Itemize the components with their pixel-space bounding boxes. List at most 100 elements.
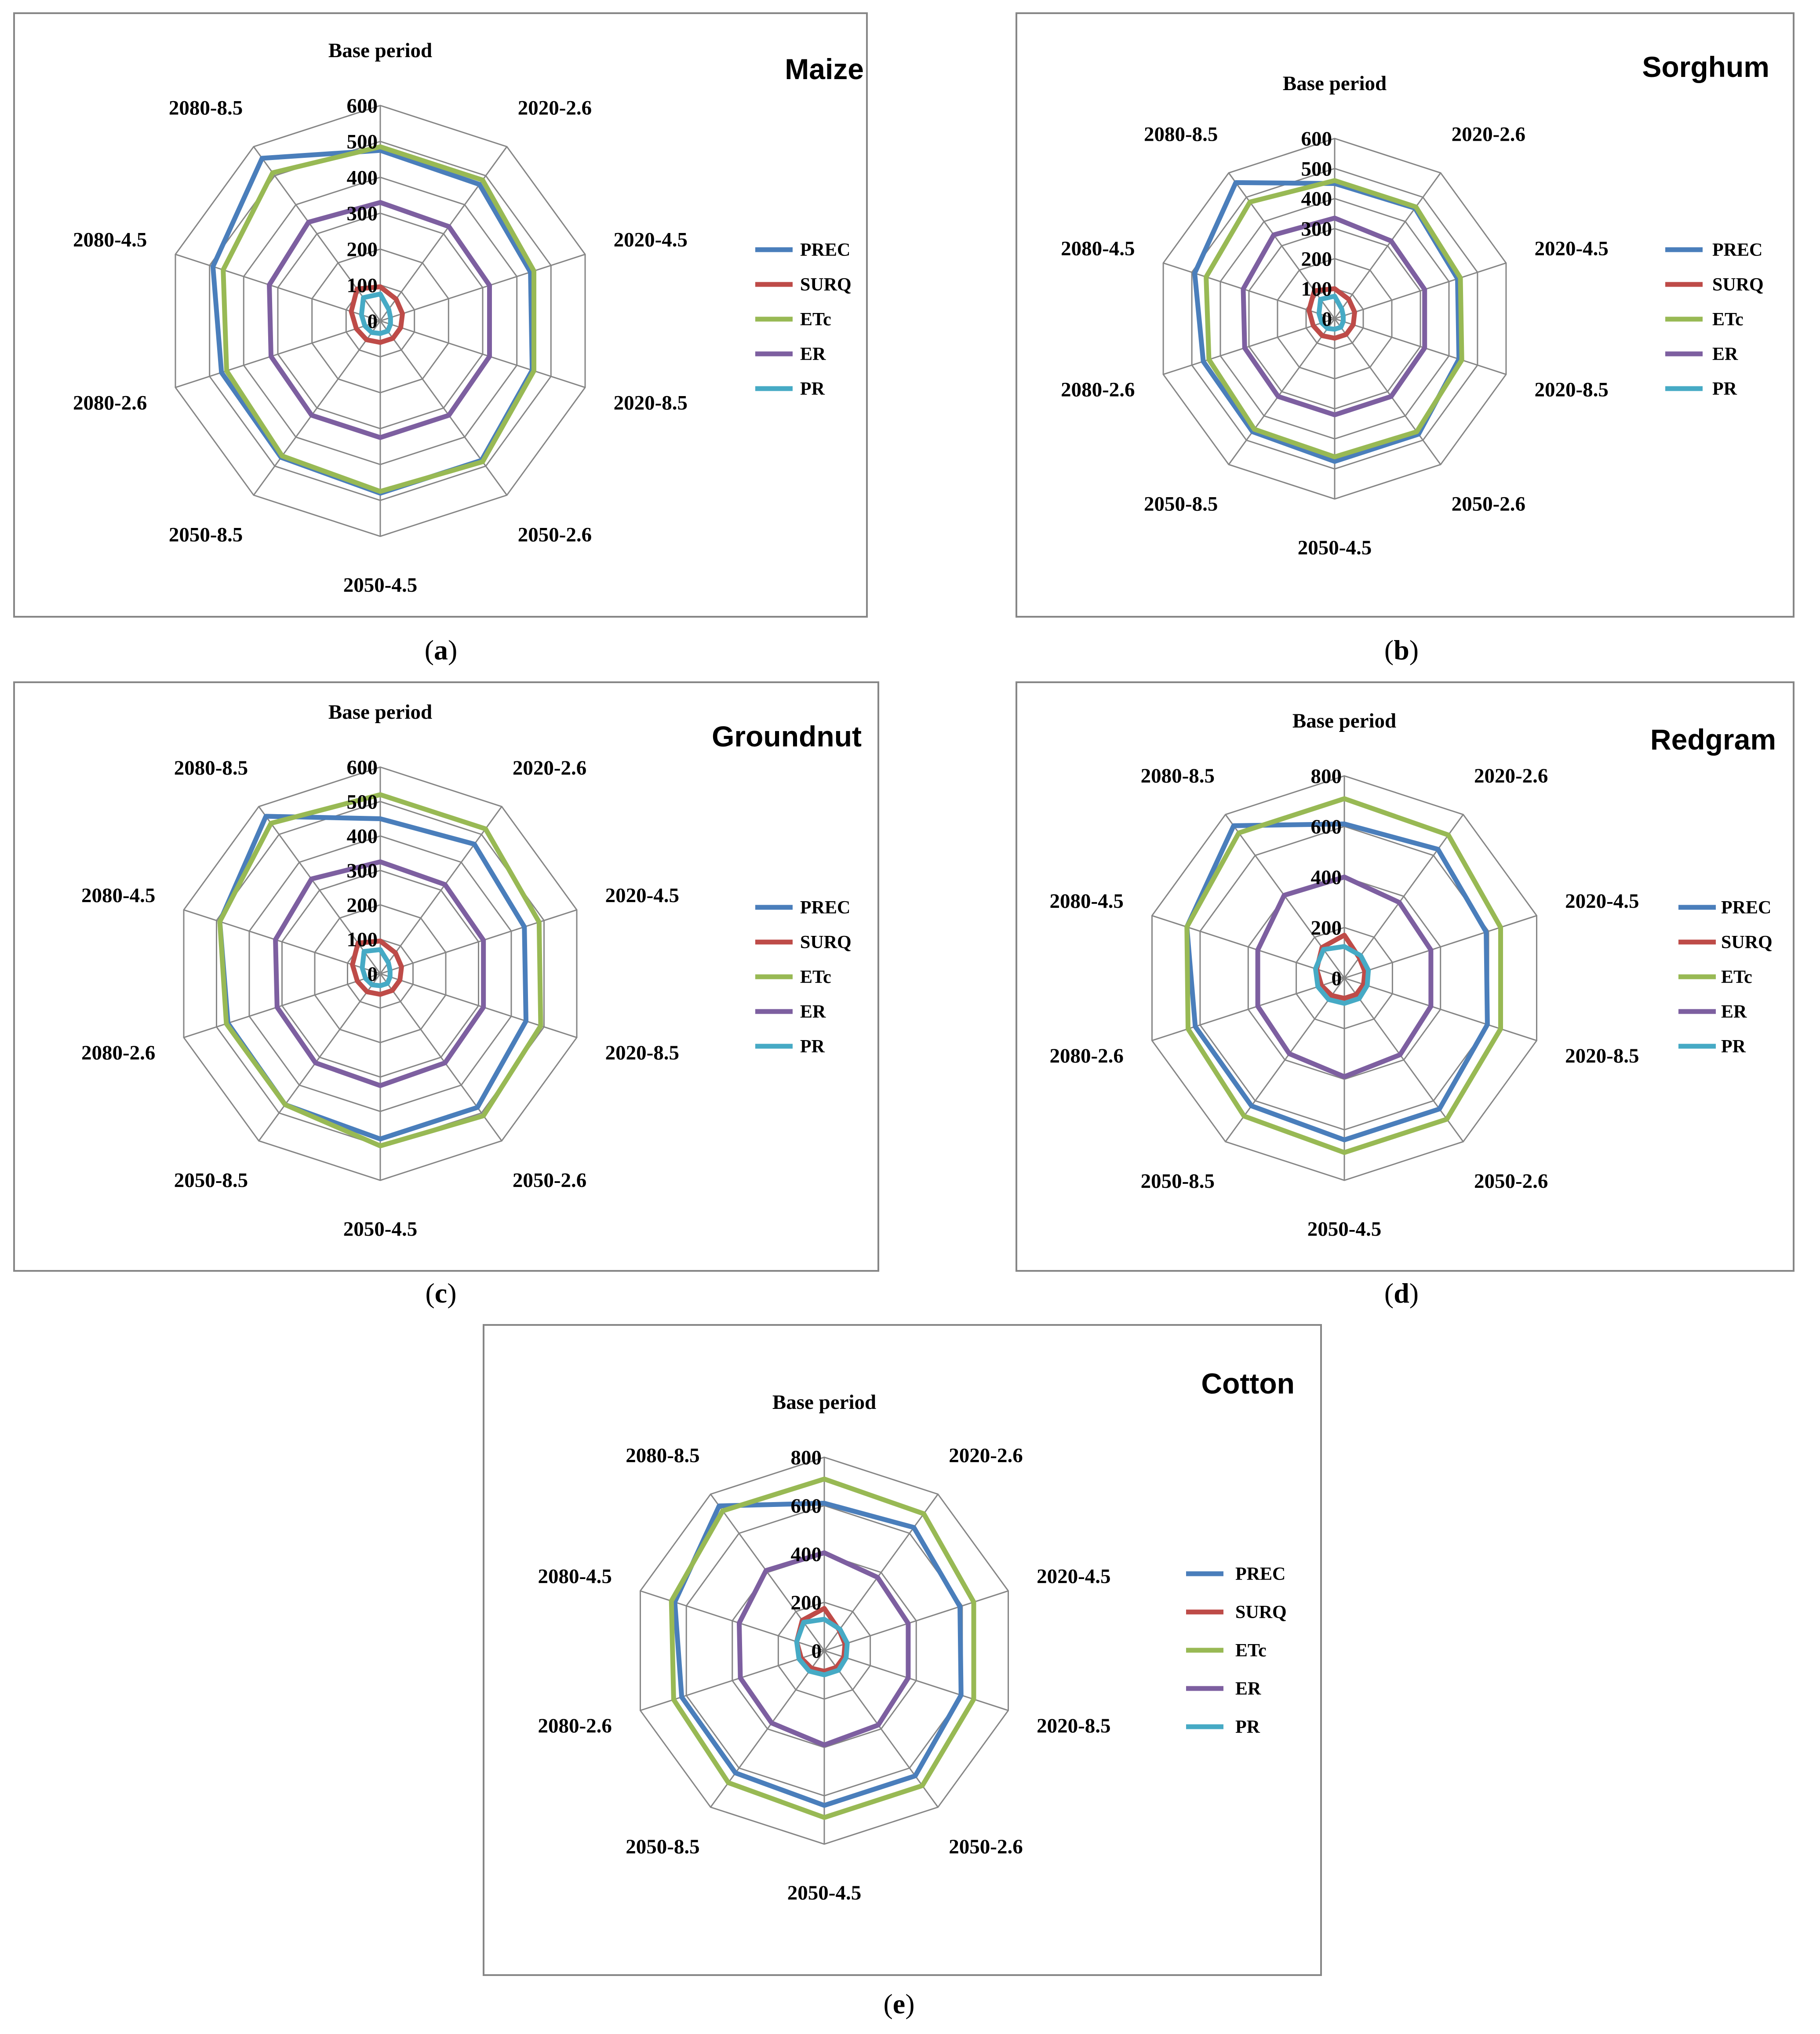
chart-panel-maize: 0 100 200 300 400 500 600 Base period 2020-2.6 20…: [13, 12, 868, 618]
legend-label-pr: PR: [800, 1037, 825, 1057]
category-label-2050-2-6: 2050-2.6: [1452, 493, 1525, 516]
spoke-2050-2-6: [1334, 318, 1441, 465]
legend-label-surq: SURQ: [800, 275, 852, 295]
panel-caption: (c): [425, 1277, 456, 1309]
spoke-2050-8-5: [1228, 318, 1336, 465]
chart-panel-cotton: 0 200 400 600 800 Base period 2020-2.6 2020-4.5…: [483, 1324, 1322, 1976]
legend-label-surq: SURQ: [1235, 1602, 1287, 1623]
tick-label-200: 200: [347, 894, 378, 917]
spoke-2020-4-5: [1334, 262, 1507, 320]
tick-label-0: 0: [812, 1640, 822, 1663]
tick-label-200: 200: [791, 1591, 822, 1614]
category-label-2080-8-5: 2080-8.5: [174, 757, 248, 779]
panel-caption: (b): [1384, 634, 1419, 666]
spoke-2080-4-5: [175, 254, 381, 322]
spoke-2020-2-6: [379, 146, 508, 321]
legend-label-er: ER: [800, 344, 826, 364]
series-line-er: [1255, 874, 1434, 1079]
spoke-2020-4-5: [824, 1590, 1008, 1652]
legend-label-prec: PREC: [1721, 898, 1771, 918]
category-label-2080-2-6: 2080-2.6: [73, 391, 147, 414]
category-label-2050-4-5: 2050-4.5: [787, 1881, 861, 1904]
chart-title: Maize: [785, 53, 864, 85]
category-label-2020-2-6: 2020-2.6: [1474, 764, 1548, 787]
legend-label-etc: ETc: [1712, 309, 1744, 330]
spoke-2020-2-6: [379, 806, 502, 974]
tick-label-500: 500: [347, 790, 378, 813]
category-label-2020-2-6: 2020-2.6: [518, 97, 592, 120]
category-label-2080-2-6: 2080-2.6: [1049, 1044, 1123, 1067]
series-line-surq: [350, 939, 404, 997]
tick-label-0: 0: [1332, 967, 1342, 990]
spoke-2080-2-6: [175, 320, 381, 388]
chart-frame: [1016, 681, 1795, 1272]
tick-label-300: 300: [347, 859, 378, 882]
spoke-2080-4-5: [183, 909, 381, 975]
tick-label-600: 600: [1311, 815, 1342, 838]
spoke-2080-2-6: [640, 1650, 825, 1711]
series-line-pr: [359, 291, 393, 336]
category-label-2020-2-6: 2020-2.6: [513, 757, 586, 779]
series-line-etc: [217, 792, 543, 1149]
chart-panel-redgram: 0 200 400 600 800 Base period 2020-2.6 2020-4.5…: [1016, 681, 1795, 1272]
spoke-2020-4-5: [380, 909, 577, 975]
category-label-2020-2-6: 2020-2.6: [949, 1444, 1023, 1467]
category-label-base-period: Base period: [328, 701, 432, 724]
spoke-2050-2-6: [379, 320, 508, 496]
legend-label-er: ER: [1235, 1679, 1261, 1699]
category-label-2080-8-5: 2080-8.5: [169, 97, 243, 120]
category-label-2050-2-6: 2050-2.6: [518, 523, 592, 546]
category-label-2020-8-5: 2020-8.5: [1535, 378, 1609, 401]
category-label-2020-4-5: 2020-4.5: [1565, 890, 1639, 913]
spoke-2020-2-6: [1343, 814, 1464, 979]
tick-label-100: 100: [347, 928, 378, 951]
tick-label-400: 400: [347, 825, 378, 848]
legend-label-pr: PR: [800, 379, 825, 399]
legend-label-etc: ETc: [1235, 1641, 1267, 1661]
spoke-2020-8-5: [380, 320, 586, 388]
panel-caption: (d): [1384, 1277, 1419, 1309]
tick-label-300: 300: [1301, 218, 1332, 240]
category-label-2020-8-5: 2020-8.5: [1037, 1714, 1110, 1737]
chart-title: Sorghum: [1642, 51, 1769, 83]
spoke-2080-8-5: [253, 146, 381, 321]
spoke-2080-2-6: [1163, 318, 1335, 375]
category-label-2020-2-6: 2020-2.6: [1452, 123, 1525, 146]
category-label-2050-4-5: 2050-4.5: [343, 1218, 417, 1241]
category-label-base-period: Base period: [1283, 72, 1387, 95]
series-line-pr: [360, 947, 393, 988]
spoke-2050-8-5: [253, 320, 381, 496]
category-label-2050-4-5: 2050-4.5: [1307, 1218, 1381, 1241]
category-label-2080-4-5: 2080-4.5: [538, 1565, 612, 1588]
category-label-2020-4-5: 2020-4.5: [614, 229, 688, 251]
category-label-2080-4-5: 2080-4.5: [73, 229, 147, 251]
tick-label-0: 0: [1322, 308, 1332, 331]
spoke-2080-2-6: [1152, 977, 1345, 1041]
spoke-2020-8-5: [1344, 977, 1537, 1041]
legend-label-etc: ETc: [800, 309, 831, 330]
series-line-er: [737, 1550, 911, 1747]
tick-label-100: 100: [347, 274, 378, 297]
legend-label-etc: ETc: [800, 967, 831, 987]
chart-frame: [483, 1324, 1322, 1976]
series-line-pr: [794, 1617, 850, 1677]
tick-label-0: 0: [368, 310, 378, 333]
tick-label-200: 200: [1301, 247, 1332, 270]
category-label-2050-8-5: 2050-8.5: [169, 523, 243, 546]
chart-title: Groundnut: [712, 720, 862, 753]
chart-frame: [1016, 12, 1795, 618]
category-label-2050-8-5: 2050-8.5: [1141, 1170, 1215, 1193]
category-label-2080-4-5: 2080-4.5: [81, 884, 155, 907]
legend-label-er: ER: [1712, 344, 1738, 364]
tick-label-600: 600: [791, 1495, 822, 1517]
legend-label-surq: SURQ: [1712, 275, 1764, 295]
spoke-2020-2-6: [823, 1494, 939, 1651]
tick-label-400: 400: [1301, 188, 1332, 211]
spoke-2080-8-5: [1228, 172, 1336, 319]
category-label-2080-8-5: 2080-8.5: [626, 1444, 699, 1467]
legend-label-prec: PREC: [1712, 240, 1762, 260]
series-line-etc: [669, 1477, 976, 1820]
spoke-2050-8-5: [258, 973, 381, 1142]
series-line-surq: [349, 284, 405, 345]
legend-label-surq: SURQ: [800, 932, 852, 953]
